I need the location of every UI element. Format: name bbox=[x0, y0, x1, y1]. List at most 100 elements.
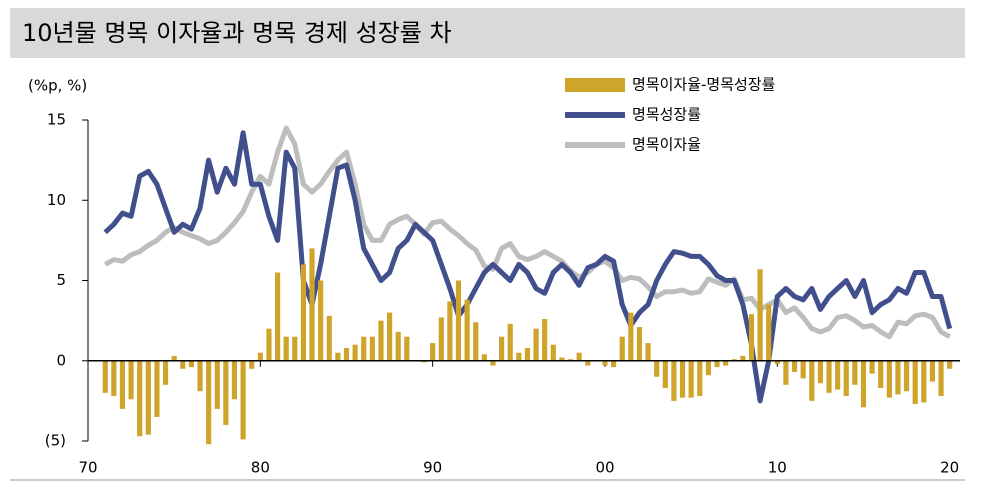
bar bbox=[800, 360, 806, 379]
bar bbox=[895, 360, 901, 395]
bar bbox=[740, 355, 746, 361]
bar bbox=[921, 360, 927, 403]
title-band bbox=[10, 8, 965, 58]
bar bbox=[791, 360, 798, 372]
bar bbox=[137, 360, 143, 437]
bar bbox=[903, 360, 910, 392]
bar bbox=[938, 360, 944, 397]
bar bbox=[585, 360, 591, 366]
bar bbox=[490, 360, 496, 366]
bar bbox=[274, 272, 281, 361]
y-tick-label: 15 bbox=[47, 111, 66, 129]
x-tick-label: 20 bbox=[940, 459, 959, 477]
bar bbox=[817, 360, 823, 384]
bar bbox=[352, 344, 358, 361]
x-tick-label: 80 bbox=[251, 459, 270, 477]
bar bbox=[369, 336, 375, 361]
legend-swatch bbox=[565, 78, 625, 92]
bar bbox=[835, 360, 841, 390]
bar bbox=[481, 354, 487, 361]
bar bbox=[516, 352, 522, 361]
bar bbox=[774, 360, 780, 364]
bar bbox=[188, 360, 194, 368]
y-tick-label: 5 bbox=[56, 271, 66, 289]
bar bbox=[645, 343, 651, 361]
bar bbox=[628, 312, 634, 361]
bar bbox=[654, 360, 660, 377]
bar bbox=[611, 360, 617, 368]
bar bbox=[542, 319, 548, 361]
bar bbox=[524, 347, 531, 361]
bar bbox=[766, 304, 772, 361]
bar bbox=[507, 323, 513, 361]
bar bbox=[266, 328, 272, 361]
bar bbox=[705, 360, 711, 376]
bar bbox=[309, 248, 315, 361]
bar bbox=[240, 360, 246, 440]
x-tick-label: 70 bbox=[78, 459, 97, 477]
bar bbox=[550, 344, 556, 361]
bar bbox=[318, 280, 324, 361]
bar bbox=[292, 336, 298, 361]
bar bbox=[619, 336, 625, 361]
y-tick-label: 0 bbox=[56, 351, 66, 369]
bar bbox=[714, 360, 720, 368]
bar bbox=[378, 320, 384, 361]
bar bbox=[154, 360, 160, 417]
y-tick-label: (5) bbox=[45, 432, 66, 450]
bar bbox=[404, 336, 410, 361]
bar bbox=[231, 360, 238, 400]
bar bbox=[335, 352, 341, 361]
bar bbox=[929, 360, 936, 382]
bar bbox=[878, 360, 884, 389]
bar bbox=[421, 360, 427, 363]
bar bbox=[119, 360, 126, 409]
bar bbox=[395, 331, 401, 361]
bar bbox=[636, 327, 643, 361]
chart-title: 10년물 명목 이자율과 명목 경제 성장률 차 bbox=[22, 19, 452, 47]
bar bbox=[128, 360, 134, 400]
bar bbox=[283, 336, 289, 361]
bar bbox=[783, 360, 789, 385]
bar bbox=[576, 352, 582, 361]
bar bbox=[723, 360, 729, 366]
legend-label: 명목이자율-명목성장률 bbox=[632, 76, 776, 94]
bar bbox=[257, 352, 263, 361]
bar bbox=[826, 360, 832, 393]
bar bbox=[748, 314, 755, 361]
bar bbox=[473, 322, 479, 361]
bar bbox=[843, 360, 849, 397]
bar bbox=[757, 269, 763, 361]
bar bbox=[499, 336, 505, 361]
x-tick-label: 90 bbox=[423, 459, 442, 477]
bar bbox=[947, 360, 953, 369]
line bbox=[103, 125, 951, 340]
bar bbox=[731, 359, 737, 361]
bar bbox=[361, 336, 367, 361]
bar bbox=[145, 360, 151, 435]
bar bbox=[111, 360, 117, 397]
y-tick-label: 10 bbox=[47, 191, 66, 209]
bar bbox=[223, 360, 229, 425]
bar bbox=[912, 360, 918, 405]
legend-label: 명목성장률 bbox=[632, 106, 701, 124]
bar bbox=[662, 360, 668, 389]
bar bbox=[533, 328, 539, 361]
bar bbox=[430, 343, 436, 361]
bar bbox=[180, 360, 186, 369]
bar bbox=[326, 315, 332, 361]
bar bbox=[679, 360, 686, 398]
legend-label: 명목이자율 bbox=[632, 136, 701, 154]
bar bbox=[438, 317, 444, 361]
bar bbox=[697, 360, 703, 397]
bar bbox=[852, 360, 858, 385]
bar bbox=[559, 357, 565, 361]
bar bbox=[300, 264, 306, 361]
bar bbox=[447, 301, 453, 361]
bar bbox=[688, 360, 694, 398]
bar bbox=[386, 312, 393, 361]
bar bbox=[162, 360, 169, 385]
bar bbox=[602, 360, 608, 366]
bar bbox=[171, 355, 177, 361]
